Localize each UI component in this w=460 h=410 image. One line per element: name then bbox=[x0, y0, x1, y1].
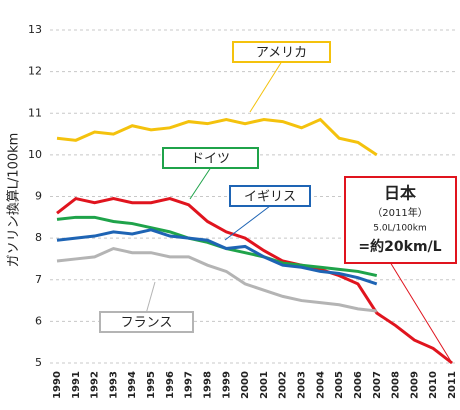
x-tick-label: 2003 bbox=[297, 371, 308, 399]
series-line bbox=[56, 228, 378, 286]
label-box bbox=[162, 147, 259, 169]
annotation-text: （2011年） bbox=[372, 206, 427, 219]
x-tick-label: 2002 bbox=[278, 371, 289, 399]
y-tick-label: 6 bbox=[35, 314, 42, 327]
x-tick-label: 1996 bbox=[165, 371, 176, 399]
series-line bbox=[56, 246, 377, 313]
series-label: イギリス bbox=[244, 190, 296, 205]
y-tick-label: 13 bbox=[28, 23, 42, 36]
leader-line bbox=[146, 281, 156, 313]
x-tick-label: 1993 bbox=[108, 371, 119, 399]
x-tick-label: 2009 bbox=[409, 371, 420, 399]
x-tick-label: 1990 bbox=[52, 371, 63, 399]
label-box bbox=[232, 41, 331, 63]
x-tick-label: 1999 bbox=[221, 371, 232, 399]
leader-line bbox=[389, 261, 453, 364]
x-tick-label: 1997 bbox=[184, 371, 195, 399]
annotation-text: =約20km/L bbox=[358, 238, 441, 255]
x-tick-label: 1998 bbox=[202, 371, 213, 399]
x-tick-label: 1995 bbox=[146, 371, 157, 399]
series-label: ドイツ bbox=[191, 152, 230, 167]
leader-line bbox=[189, 167, 211, 200]
y-axis-label: ガソリン換算L/100km bbox=[7, 133, 22, 268]
x-tick-label: 2007 bbox=[372, 371, 383, 399]
y-tick-label: 11 bbox=[28, 106, 42, 119]
y-tick-label: 5 bbox=[35, 356, 42, 369]
x-tick-label: 2008 bbox=[391, 371, 402, 399]
y-tick-label: 7 bbox=[35, 273, 42, 286]
leader-line bbox=[249, 61, 282, 113]
x-tick-label: 2005 bbox=[334, 371, 345, 399]
annotation-box bbox=[344, 176, 457, 264]
series-line bbox=[56, 117, 378, 157]
x-tick-label: 2011 bbox=[447, 371, 458, 399]
leader-line bbox=[224, 205, 271, 241]
y-tick-label: 12 bbox=[28, 65, 42, 78]
y-tick-label: 9 bbox=[35, 190, 42, 203]
x-tick-label: 2000 bbox=[240, 371, 251, 399]
x-tick-label: 1992 bbox=[90, 371, 101, 399]
annotation-text: 5.0L/100km bbox=[373, 224, 427, 234]
x-tick-label: 2006 bbox=[353, 371, 364, 399]
series-label: フランス bbox=[121, 316, 173, 331]
x-tick-label: 2004 bbox=[315, 371, 326, 399]
y-tick-label: 10 bbox=[28, 148, 42, 161]
x-tick-label: 2010 bbox=[428, 371, 439, 399]
annotation-text: 日本 bbox=[384, 184, 416, 203]
label-box bbox=[99, 311, 194, 333]
x-tick-label: 2001 bbox=[259, 371, 270, 399]
x-tick-label: 1994 bbox=[127, 371, 138, 399]
y-tick-label: 8 bbox=[35, 231, 42, 244]
series-label: アメリカ bbox=[256, 46, 307, 61]
label-box bbox=[229, 185, 311, 207]
series-line bbox=[56, 196, 453, 365]
x-tick-label: 1991 bbox=[71, 371, 82, 399]
